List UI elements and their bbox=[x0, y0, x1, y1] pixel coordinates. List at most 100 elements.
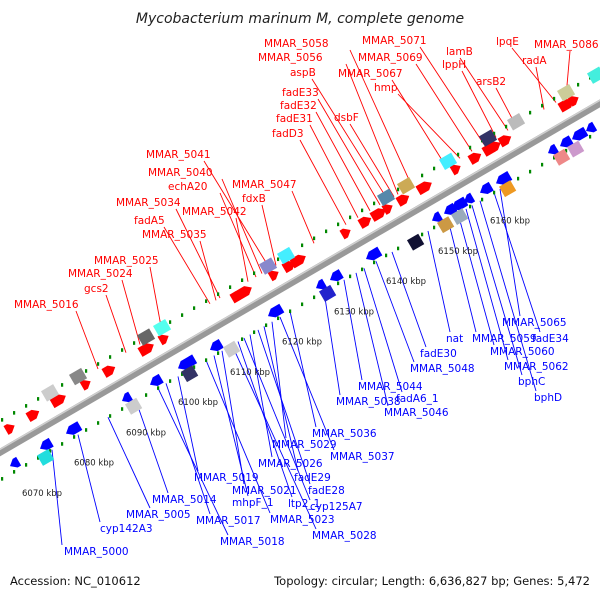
reverse-gene-arrow bbox=[464, 192, 476, 204]
forward-gene-label: MMAR_5034 bbox=[116, 197, 181, 209]
reverse-gene-arrow bbox=[496, 171, 513, 185]
map-title: Mycobacterium marinum M, complete genome bbox=[136, 11, 464, 27]
track-tick-1 bbox=[541, 162, 544, 167]
kbp-tick-label: 6140 kbp bbox=[386, 277, 426, 287]
reverse-gene-arrow bbox=[186, 354, 198, 366]
reverse-leader-line bbox=[279, 316, 335, 451]
reverse-gene-label: mhpF_1 bbox=[232, 497, 274, 509]
forward-leader-line bbox=[349, 123, 395, 197]
forward-leader-line bbox=[175, 208, 221, 299]
track-tick-0 bbox=[361, 208, 364, 213]
reverse-gene-label: MMAR_5062 bbox=[504, 361, 569, 373]
reverse-leader-line bbox=[323, 291, 341, 396]
track-tick-0 bbox=[529, 110, 532, 115]
track-tick-1 bbox=[337, 281, 340, 286]
track-tick-1 bbox=[589, 134, 592, 139]
track-tick-1 bbox=[1, 477, 4, 481]
forward-gene-label: gcs2 bbox=[84, 283, 109, 295]
reverse-gene-label: cyp142A3 bbox=[100, 523, 153, 535]
track-tick-0 bbox=[325, 229, 328, 234]
forward-leader-line bbox=[219, 192, 257, 278]
reverse-gene-arrow bbox=[560, 135, 574, 148]
forward-leader-line bbox=[309, 124, 359, 218]
track-tick-1 bbox=[85, 428, 88, 432]
forward-gene-arrow bbox=[381, 204, 393, 215]
reverse-leader-line bbox=[205, 359, 271, 514]
reverse-gene-label: MMAR_5048 bbox=[410, 363, 475, 375]
forward-leader-line bbox=[163, 226, 211, 305]
reverse-gene-arrow bbox=[210, 338, 224, 352]
reverse-gene-label: fadA6_1 bbox=[396, 393, 439, 405]
forward-gene-arrow bbox=[489, 141, 501, 153]
kbp-tick-label: 6160 kbp bbox=[490, 217, 530, 227]
reverse-gene-label: fadE28 bbox=[308, 485, 345, 497]
forward-gene-arrow bbox=[376, 188, 396, 207]
forward-leader-line bbox=[199, 240, 217, 301]
forward-leader-line bbox=[461, 70, 497, 138]
forward-gene-label: MMAR_5067 bbox=[338, 68, 403, 80]
reverse-gene-arrow bbox=[450, 208, 469, 226]
forward-gene-label: fadA5 bbox=[134, 215, 165, 227]
track-tick-1 bbox=[433, 225, 436, 230]
reverse-gene-label: MMAR_5060 bbox=[490, 346, 555, 358]
kbp-tick-label: 6110 kbp bbox=[230, 368, 270, 378]
reverse-gene-arrow bbox=[566, 140, 585, 158]
track-tick-0 bbox=[541, 103, 544, 108]
reverse-gene-arrow bbox=[572, 126, 589, 141]
reverse-gene-arrow bbox=[124, 397, 143, 415]
reverse-gene-arrow bbox=[498, 180, 517, 198]
reverse-gene-label: MMAR_5038 bbox=[336, 396, 401, 408]
reverse-leader-line bbox=[465, 208, 509, 361]
genome-summary-text: Topology: circular; Length: 6,636,827 bp… bbox=[274, 574, 590, 588]
reverse-leader-line bbox=[343, 279, 363, 381]
track-tick-1 bbox=[181, 372, 184, 376]
reverse-gene-arrow bbox=[586, 121, 598, 133]
track-tick-1 bbox=[253, 330, 256, 335]
forward-leader-line bbox=[415, 63, 473, 152]
track-tick-1 bbox=[553, 155, 556, 160]
genome-backbone bbox=[0, 99, 600, 457]
forward-leader-line bbox=[221, 178, 263, 274]
track-tick-1 bbox=[277, 316, 280, 321]
forward-gene-arrow bbox=[497, 135, 512, 148]
forward-gene-arrow bbox=[557, 98, 574, 113]
track-tick-0 bbox=[13, 411, 16, 415]
track-tick-0 bbox=[277, 257, 280, 262]
track-tick-1 bbox=[517, 176, 520, 181]
track-tick-0 bbox=[37, 397, 40, 401]
track-tick-1 bbox=[529, 169, 532, 174]
reverse-leader-line bbox=[157, 387, 229, 536]
forward-leader-line bbox=[121, 279, 141, 345]
reverse-gene-label: bphC bbox=[518, 376, 545, 388]
forward-gene-label: hmp bbox=[374, 82, 398, 94]
track-tick-1 bbox=[241, 337, 244, 341]
forward-gene-arrow bbox=[478, 129, 498, 147]
reverse-leader-line bbox=[363, 268, 403, 393]
reverse-leader-line bbox=[243, 337, 311, 501]
reverse-gene-label: MMAR_5017 bbox=[196, 515, 261, 527]
track-tick-1 bbox=[49, 449, 52, 453]
track-tick-1 bbox=[469, 204, 472, 209]
reverse-gene-arrow bbox=[36, 449, 55, 466]
track-tick-1 bbox=[421, 232, 424, 237]
reverse-gene-arrow bbox=[432, 211, 444, 222]
reverse-leader-line bbox=[499, 189, 521, 317]
reverse-gene-arrow bbox=[406, 233, 425, 251]
track-tick-0 bbox=[553, 96, 556, 101]
leader-lines bbox=[51, 46, 571, 546]
reverse-gene-arrow bbox=[318, 284, 337, 302]
forward-gene-arrow bbox=[438, 152, 458, 171]
track-tick-0 bbox=[193, 306, 196, 310]
track-tick-1 bbox=[217, 351, 220, 355]
forward-gene-label: MMAR_5042 bbox=[182, 206, 247, 218]
forward-gene-label: arsB2 bbox=[476, 76, 506, 88]
forward-gene-arrow bbox=[3, 424, 15, 435]
forward-leader-line bbox=[459, 57, 509, 131]
forward-gene-label: MMAR_5069 bbox=[358, 52, 423, 64]
reverse-gene-label: fadE30 bbox=[420, 348, 457, 360]
track-tick-1 bbox=[349, 274, 352, 279]
reverse-gene-arrow bbox=[150, 373, 164, 387]
forward-gene-label: dsbF bbox=[334, 112, 359, 124]
reverse-leader-line bbox=[479, 200, 537, 392]
forward-leader-line bbox=[349, 49, 413, 187]
